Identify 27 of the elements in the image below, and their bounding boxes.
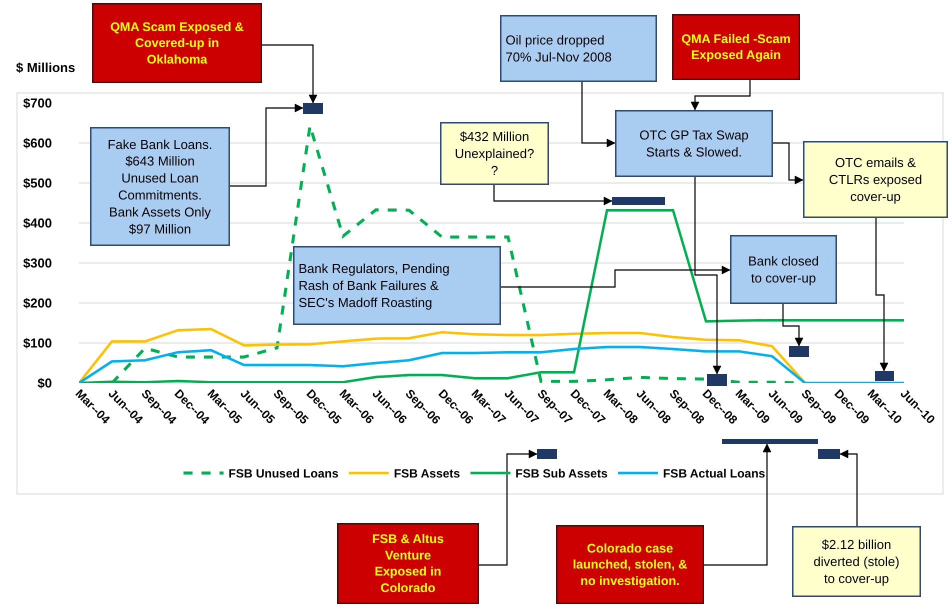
text: QMA Failed -Scam Exposed Again <box>681 32 791 62</box>
y-tick-label: $700 <box>23 96 52 111</box>
text: $2.12 billion diverted (stole) to cover-up <box>814 537 900 586</box>
annotation: Bank Regulators, Pending Rash of Bank Failures & SEC's Madoff Roasting <box>298 261 450 310</box>
y-tick-label: $0 <box>38 376 52 391</box>
annotation: Fake Bank Loans. $643 Million Unused Loan Commitments. Bank Assets Only $97 Million <box>108 136 212 236</box>
y-tick-label: $600 <box>23 136 52 151</box>
legend-label: FSB Unused Loans <box>228 466 339 481</box>
annotation: $432 Million Unexplained? ? <box>454 129 534 178</box>
y-axis-title: $ Millions <box>16 60 76 75</box>
line-series <box>79 346 904 383</box>
line-series <box>79 328 806 383</box>
annotation: Bank closed to cover-up <box>748 254 819 286</box>
annotation: OTC emails & CTLRs exposed cover-up <box>828 155 922 204</box>
text: QMA Scam Exposed & Covered-up in Oklahoma <box>110 20 244 66</box>
y-tick-label: $300 <box>23 256 52 271</box>
y-tick-label: $200 <box>23 296 52 311</box>
y-tick-label: $100 <box>23 336 52 351</box>
legend-label: FSB Sub Assets <box>515 466 608 481</box>
text: Oil price dropped 70% Jul-Nov 2008 <box>506 32 612 64</box>
y-tick-label: $400 <box>23 216 52 231</box>
text: FSB & Altus Venture Exposed in Colorado <box>372 532 444 595</box>
legend-label: FSB Actual Loans <box>662 466 766 481</box>
text: Colorado case launched, stolen, & no investigation. <box>572 541 688 588</box>
annotation: OTC GP Tax Swap Starts & Slowed. <box>639 128 749 160</box>
legend-label: FSB Assets <box>394 466 460 481</box>
y-tick-label: $500 <box>23 176 52 191</box>
